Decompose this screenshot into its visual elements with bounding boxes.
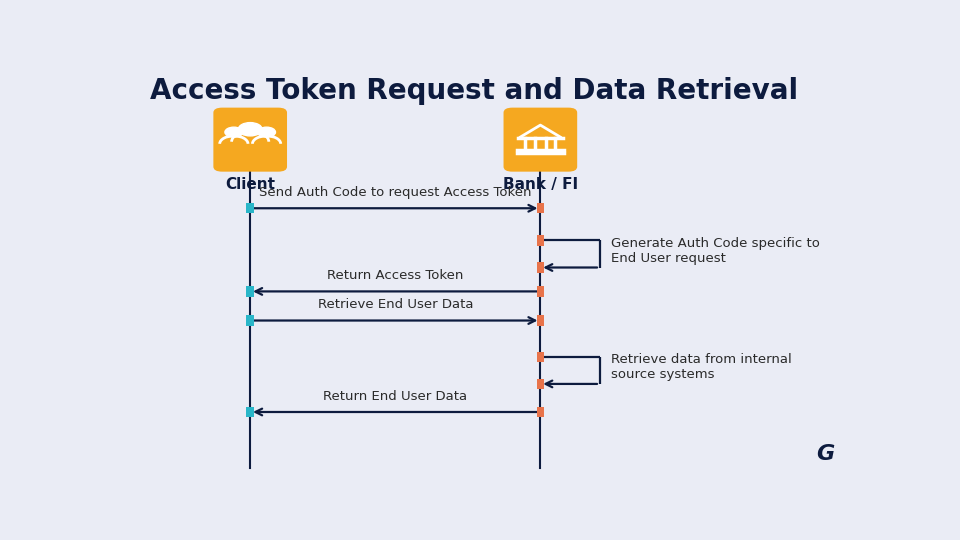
Bar [537,352,544,362]
Bar [537,379,544,389]
Circle shape [257,127,276,137]
FancyBboxPatch shape [213,107,287,172]
Bar [537,203,544,213]
Bar [537,286,544,296]
Text: Client: Client [226,177,276,192]
Text: Return End User Data: Return End User Data [324,390,468,403]
FancyBboxPatch shape [504,107,577,172]
Bar [247,286,253,296]
Text: Generate Auth Code specific to
End User request: Generate Auth Code specific to End User … [611,237,820,265]
Bar [247,315,253,326]
Text: Bank / FI: Bank / FI [503,177,578,192]
Bar [537,235,544,246]
Text: Return Access Token: Return Access Token [327,269,464,282]
Text: Send Auth Code to request Access Token: Send Auth Code to request Access Token [259,186,532,199]
Bar [247,203,253,213]
Bar [537,407,544,417]
Bar [537,262,544,273]
Circle shape [225,127,243,137]
Text: G: G [816,444,834,464]
Bar [537,315,544,326]
Bar [247,407,253,417]
Text: Retrieve End User Data: Retrieve End User Data [318,299,473,312]
Text: Retrieve data from internal
source systems: Retrieve data from internal source syste… [611,353,792,381]
Text: Access Token Request and Data Retrieval: Access Token Request and Data Retrieval [150,77,798,105]
Circle shape [238,123,262,136]
